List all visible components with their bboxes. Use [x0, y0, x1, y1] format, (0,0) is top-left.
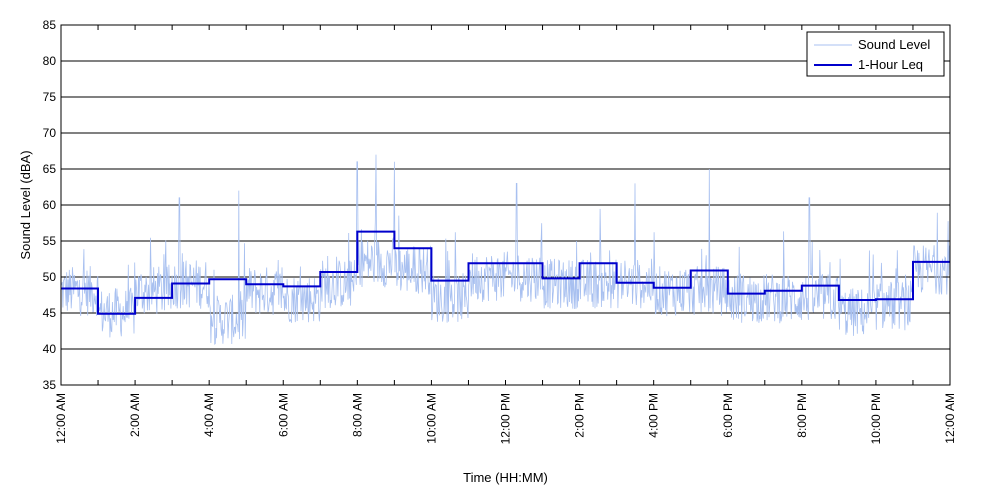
y-tick-label: 80: [43, 54, 57, 68]
x-tick-label: 6:00 PM: [721, 393, 735, 438]
x-axis-label: Time (HH:MM): [463, 470, 548, 485]
x-tick-label: 4:00 PM: [647, 393, 661, 438]
x-tick-label: 8:00 AM: [350, 393, 364, 437]
y-tick-label: 70: [43, 126, 57, 140]
y-axis-label: Sound Level (dBA): [18, 150, 33, 259]
y-tick-label: 50: [43, 270, 57, 284]
x-tick-label: 2:00 PM: [573, 393, 587, 438]
x-tick-label: 8:00 PM: [795, 393, 809, 438]
x-tick-label: 4:00 AM: [202, 393, 216, 437]
x-tick-label: 12:00 PM: [499, 393, 513, 444]
y-tick-label: 75: [43, 90, 57, 104]
legend: Sound Level 1-Hour Leq: [806, 31, 945, 77]
leq-step-line: [61, 230, 950, 315]
x-tick-label: 12:00 AM: [54, 393, 68, 444]
y-tick-label: 35: [43, 378, 57, 392]
x-tick-label: 10:00 PM: [869, 393, 883, 444]
sound-level-series: [60, 154, 951, 345]
y-tick-label: 60: [43, 198, 57, 212]
grid-lines: [61, 60, 950, 350]
x-tick-label: 10:00 AM: [424, 393, 438, 444]
x-tick-label: 2:00 AM: [128, 393, 142, 437]
x-tick-label: 6:00 AM: [276, 393, 290, 437]
x-tick-label: 12:00 AM: [943, 393, 957, 444]
y-tick-label: 45: [43, 306, 57, 320]
legend-box: [806, 31, 945, 77]
y-tick-label: 40: [43, 342, 57, 356]
legend-entry-sound-level: Sound Level: [858, 37, 930, 52]
y-tick-label: 55: [43, 234, 57, 248]
sound-level-line: [60, 154, 951, 345]
y-axis-ticks: 35 40 45 50 55 60 65 70 75 80 85: [43, 18, 950, 392]
y-tick-label: 65: [43, 162, 57, 176]
y-tick-label: 85: [43, 18, 57, 32]
leq-series: [61, 230, 950, 315]
legend-entry-leq: 1-Hour Leq: [858, 57, 923, 72]
x-axis-ticks: 12:00 AM 2:00 AM 4:00 AM 6:00 AM 8:00 AM 10:0…: [54, 25, 957, 444]
